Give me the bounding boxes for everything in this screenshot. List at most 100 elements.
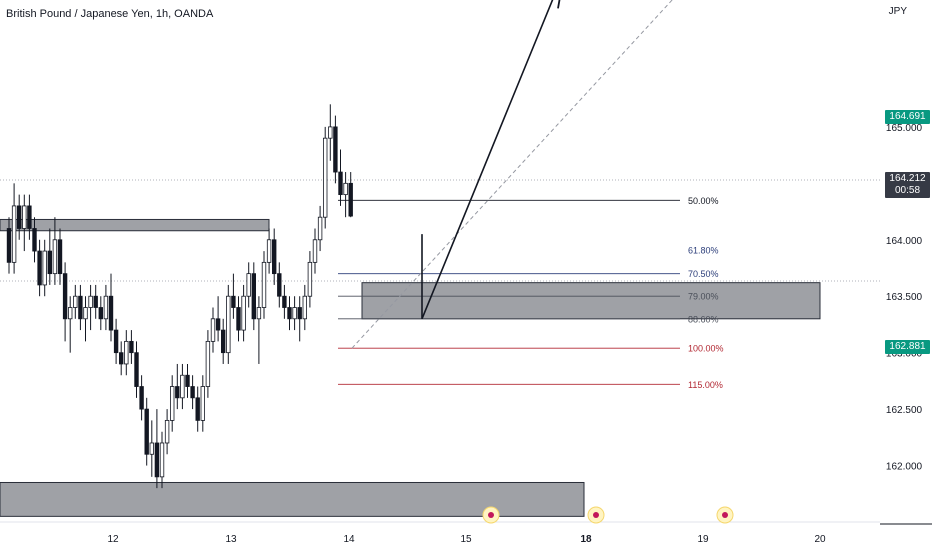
candle-body bbox=[220, 329, 226, 354]
candle-body bbox=[317, 216, 323, 241]
candle-body bbox=[312, 239, 318, 263]
candle-body bbox=[261, 261, 267, 308]
y-tick-label: 162.500 bbox=[886, 405, 923, 416]
candle-body bbox=[226, 295, 231, 354]
candle-body bbox=[73, 295, 78, 308]
candle-body bbox=[47, 250, 52, 275]
candle-body bbox=[282, 295, 287, 308]
fib-trendline bbox=[351, 0, 673, 349]
candle-body bbox=[22, 205, 27, 229]
fib-level-label: 50.00% bbox=[688, 196, 719, 206]
candle-body bbox=[134, 352, 139, 387]
candle-body bbox=[129, 340, 134, 354]
candle-body bbox=[88, 295, 93, 308]
supply-demand-zone[interactable] bbox=[0, 218, 270, 232]
candle-body bbox=[83, 307, 88, 320]
candle-body bbox=[287, 307, 292, 320]
candle-body bbox=[16, 205, 22, 229]
candle-body bbox=[144, 408, 149, 455]
candle-body bbox=[241, 295, 246, 331]
candle-body bbox=[215, 318, 221, 331]
candle-body bbox=[292, 307, 297, 320]
y-tick-label: 165.000 bbox=[886, 123, 923, 134]
event-marker-icon bbox=[593, 512, 599, 518]
candle-body bbox=[185, 374, 190, 387]
fib-level-label: 100.00% bbox=[688, 344, 724, 354]
fib-level-label: 79.00% bbox=[688, 292, 719, 302]
candle-body bbox=[42, 250, 47, 286]
fib-level-label: 61.80% bbox=[688, 245, 719, 255]
candle-body bbox=[98, 307, 103, 320]
y-tick-label: 163.500 bbox=[886, 292, 923, 303]
projection-up-line bbox=[421, 0, 554, 320]
candle-body bbox=[210, 318, 216, 342]
supply-demand-zone[interactable] bbox=[361, 282, 821, 320]
candle-body bbox=[251, 273, 256, 320]
candle-body bbox=[108, 295, 114, 331]
price-badge-low: 162.881 bbox=[885, 340, 930, 354]
candle-body bbox=[11, 205, 17, 263]
fib-level-label: 115.00% bbox=[688, 380, 723, 390]
candle-body bbox=[78, 295, 83, 320]
price-badge-high: 164.691 bbox=[885, 110, 930, 124]
x-tick-label: 13 bbox=[225, 534, 237, 545]
candle-body bbox=[93, 295, 98, 308]
candle-body bbox=[68, 307, 73, 320]
candle-body bbox=[154, 442, 160, 478]
event-marker-icon bbox=[722, 512, 728, 518]
candle-body bbox=[328, 126, 333, 139]
x-tick-label: 14 bbox=[343, 534, 355, 545]
candle-body bbox=[32, 228, 37, 252]
candle-body bbox=[190, 386, 195, 399]
y-tick-label: 162.000 bbox=[886, 462, 923, 473]
x-tick-label: 20 bbox=[814, 534, 826, 545]
price-badge-current: 164.212 00:58 bbox=[885, 172, 930, 198]
candle-body bbox=[57, 239, 63, 275]
projection-arrow-head bbox=[557, 0, 561, 9]
candle-body bbox=[6, 228, 12, 263]
candle-body bbox=[139, 386, 144, 410]
candle-body bbox=[113, 329, 119, 354]
candle-body bbox=[195, 397, 200, 421]
candle-body bbox=[343, 182, 348, 196]
candle-body bbox=[205, 340, 211, 387]
x-tick-label: 19 bbox=[697, 534, 709, 545]
candle-body bbox=[246, 273, 251, 297]
candle-body bbox=[236, 307, 241, 331]
candle-body bbox=[333, 126, 338, 173]
candle-body bbox=[164, 419, 170, 444]
candle-body bbox=[297, 307, 302, 320]
candle-body bbox=[119, 352, 124, 365]
currency-label: JPY bbox=[888, 6, 907, 17]
candle-body bbox=[149, 442, 154, 455]
candle-body bbox=[277, 273, 282, 297]
candle-body bbox=[27, 205, 32, 229]
candle-body bbox=[338, 171, 343, 196]
x-tick-label: 15 bbox=[460, 534, 472, 545]
candle-body bbox=[37, 250, 42, 286]
candle-body bbox=[307, 261, 313, 297]
candle-body bbox=[124, 340, 129, 365]
candle-body bbox=[103, 295, 109, 320]
chart-title: British Pound / Japanese Yen, 1h, OANDA bbox=[6, 8, 214, 20]
candle-body bbox=[200, 386, 205, 421]
candle-body bbox=[175, 386, 180, 399]
candle-body bbox=[271, 239, 277, 275]
candle-body bbox=[348, 182, 353, 217]
x-tick-label: 12 bbox=[107, 534, 119, 545]
candle-body bbox=[180, 374, 185, 399]
candle-body bbox=[266, 239, 272, 263]
candle-body bbox=[256, 307, 262, 320]
candle-body bbox=[159, 442, 165, 478]
candle-body bbox=[62, 273, 68, 320]
candle-body bbox=[52, 239, 58, 275]
candle-body bbox=[302, 295, 307, 320]
x-tick-label: 18 bbox=[580, 534, 592, 545]
candle-body bbox=[231, 295, 236, 308]
y-tick-label: 164.000 bbox=[886, 236, 923, 247]
fib-level-label: 88.60% bbox=[688, 314, 719, 324]
y-tick-label: 163.000 bbox=[886, 349, 923, 360]
candle-body bbox=[322, 137, 328, 218]
